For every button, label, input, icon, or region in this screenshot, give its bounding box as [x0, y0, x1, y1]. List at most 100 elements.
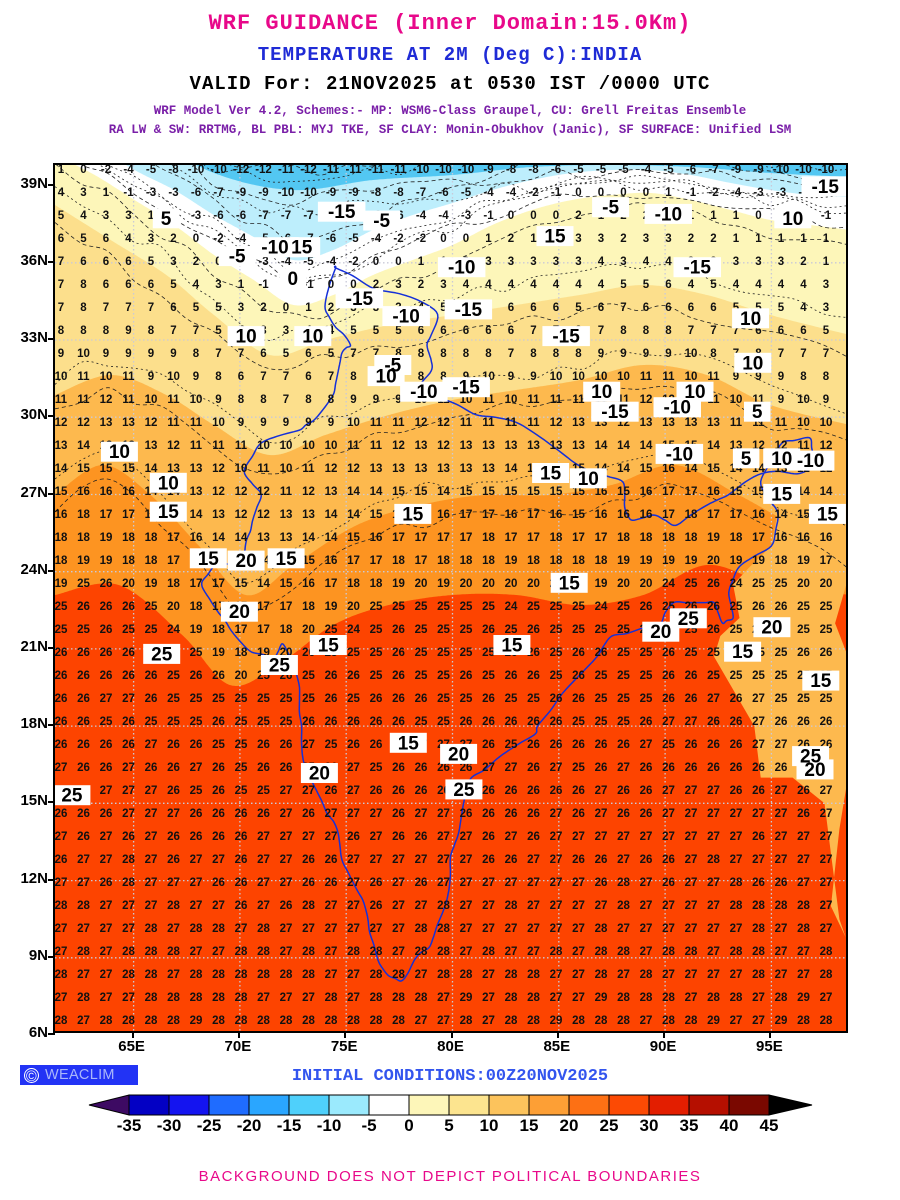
svg-text:3: 3: [80, 187, 86, 199]
svg-text:18: 18: [460, 555, 473, 567]
svg-text:-5: -5: [146, 165, 157, 176]
svg-text:3: 3: [508, 256, 514, 268]
svg-text:25: 25: [437, 624, 450, 636]
svg-text:25: 25: [392, 601, 405, 613]
svg-text:18: 18: [685, 532, 698, 544]
svg-text:28: 28: [212, 969, 225, 981]
svg-text:27: 27: [122, 992, 135, 1004]
svg-text:27: 27: [572, 900, 585, 912]
svg-text:28: 28: [257, 1015, 270, 1027]
svg-text:16: 16: [122, 486, 135, 498]
svg-text:29: 29: [797, 992, 810, 1004]
svg-text:8: 8: [328, 394, 335, 406]
svg-text:26: 26: [77, 762, 90, 774]
svg-text:18: 18: [685, 509, 698, 521]
svg-text:27: 27: [550, 762, 563, 774]
svg-text:2: 2: [508, 233, 514, 245]
svg-text:11: 11: [212, 440, 225, 452]
svg-text:28: 28: [437, 946, 450, 958]
svg-text:20: 20: [448, 744, 469, 765]
svg-text:27: 27: [730, 854, 743, 866]
svg-text:25: 25: [415, 624, 428, 636]
svg-text:11: 11: [347, 440, 360, 452]
svg-text:27: 27: [55, 831, 67, 843]
svg-text:25: 25: [707, 670, 720, 682]
svg-text:0: 0: [283, 302, 289, 314]
svg-text:4: 4: [755, 279, 762, 291]
svg-text:28: 28: [685, 1015, 698, 1027]
svg-text:-1: -1: [686, 187, 697, 199]
svg-text:27: 27: [550, 923, 563, 935]
svg-text:11: 11: [235, 440, 248, 452]
svg-text:6: 6: [103, 256, 109, 268]
svg-text:28: 28: [55, 900, 68, 912]
svg-text:6: 6: [598, 302, 604, 314]
svg-text:6: 6: [665, 302, 671, 314]
svg-text:20: 20: [460, 578, 473, 590]
svg-text:-10: -10: [435, 165, 452, 176]
svg-text:-8: -8: [168, 165, 179, 176]
svg-text:5: 5: [710, 279, 717, 291]
svg-text:-5: -5: [229, 247, 246, 268]
svg-text:8: 8: [575, 348, 582, 360]
svg-text:26: 26: [392, 808, 405, 820]
svg-text:16: 16: [752, 509, 765, 521]
svg-text:10: 10: [572, 371, 585, 383]
svg-text:6: 6: [170, 302, 176, 314]
svg-text:27: 27: [347, 854, 360, 866]
svg-text:16: 16: [550, 509, 563, 521]
svg-text:13: 13: [662, 417, 675, 429]
svg-text:26: 26: [572, 808, 585, 820]
svg-text:17: 17: [527, 509, 540, 521]
svg-text:26: 26: [662, 670, 675, 682]
svg-text:28: 28: [280, 969, 293, 981]
svg-text:26: 26: [145, 693, 158, 705]
svg-text:16: 16: [302, 578, 315, 590]
svg-text:26: 26: [707, 762, 720, 774]
svg-text:26: 26: [100, 578, 113, 590]
svg-text:17: 17: [595, 532, 608, 544]
svg-text:25: 25: [167, 693, 180, 705]
svg-text:17: 17: [100, 509, 113, 521]
svg-text:18: 18: [730, 532, 743, 544]
svg-text:26: 26: [257, 808, 270, 820]
svg-text:25: 25: [235, 739, 248, 751]
svg-text:10: 10: [325, 440, 338, 452]
svg-text:28: 28: [752, 923, 765, 935]
svg-text:10: 10: [578, 469, 599, 490]
svg-text:27: 27: [325, 946, 338, 958]
svg-text:18: 18: [662, 532, 675, 544]
svg-text:27: 27: [505, 762, 518, 774]
svg-text:27: 27: [730, 831, 743, 843]
svg-text:17: 17: [235, 624, 248, 636]
svg-text:-1: -1: [123, 187, 134, 199]
svg-text:26: 26: [775, 716, 788, 728]
svg-text:26: 26: [797, 785, 810, 797]
svg-text:20: 20: [761, 618, 782, 639]
svg-text:28: 28: [77, 992, 90, 1004]
svg-text:18: 18: [347, 578, 360, 590]
svg-text:27: 27: [820, 900, 833, 912]
svg-text:8: 8: [215, 371, 222, 383]
svg-text:17: 17: [257, 624, 270, 636]
svg-text:28: 28: [730, 946, 743, 958]
svg-text:27: 27: [752, 716, 765, 728]
svg-text:19: 19: [730, 555, 743, 567]
svg-text:27: 27: [347, 992, 360, 1004]
svg-text:0: 0: [643, 187, 649, 199]
svg-text:20: 20: [167, 601, 180, 613]
svg-text:25: 25: [685, 647, 698, 659]
svg-text:26: 26: [550, 785, 563, 797]
svg-text:25: 25: [572, 762, 585, 774]
svg-text:27: 27: [617, 923, 630, 935]
svg-text:13: 13: [100, 417, 113, 429]
svg-text:25: 25: [235, 716, 248, 728]
svg-text:28: 28: [167, 1015, 180, 1027]
svg-text:25: 25: [550, 624, 563, 636]
svg-text:4: 4: [485, 279, 492, 291]
svg-text:27: 27: [325, 923, 338, 935]
svg-text:-10: -10: [458, 165, 475, 176]
svg-text:0: 0: [80, 165, 86, 176]
svg-text:28: 28: [752, 946, 765, 958]
svg-text:27: 27: [437, 854, 450, 866]
